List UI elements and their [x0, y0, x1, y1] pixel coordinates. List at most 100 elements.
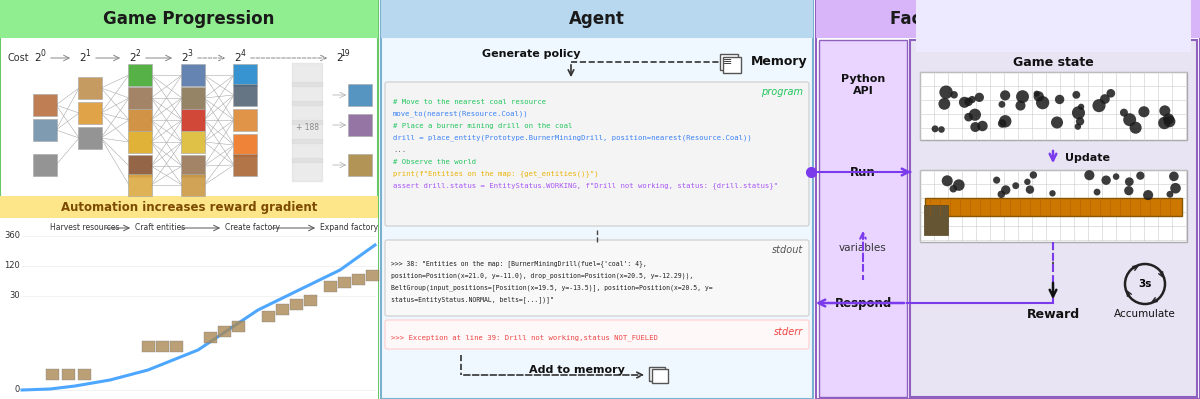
Circle shape	[942, 175, 953, 186]
FancyBboxPatch shape	[128, 64, 152, 86]
Circle shape	[1000, 90, 1010, 101]
Text: 0: 0	[14, 385, 20, 395]
Text: program: program	[761, 87, 803, 97]
Text: 30: 30	[10, 292, 20, 300]
Circle shape	[1092, 99, 1105, 112]
FancyBboxPatch shape	[128, 155, 152, 177]
FancyBboxPatch shape	[652, 369, 668, 383]
Circle shape	[938, 98, 950, 110]
FancyBboxPatch shape	[0, 218, 378, 399]
FancyBboxPatch shape	[181, 155, 205, 177]
FancyBboxPatch shape	[34, 154, 58, 176]
Circle shape	[1169, 172, 1178, 181]
FancyBboxPatch shape	[910, 40, 1198, 397]
Text: position=Position(x=21.0, y=-11.0), drop_position=Position(x=20.5, y=-12.29)),: position=Position(x=21.0, y=-11.0), drop…	[391, 273, 694, 279]
Circle shape	[1163, 113, 1174, 124]
FancyBboxPatch shape	[382, 0, 814, 399]
FancyBboxPatch shape	[78, 369, 90, 379]
Text: ...: ...	[394, 147, 406, 153]
Text: Memory: Memory	[751, 55, 808, 69]
Circle shape	[965, 113, 973, 121]
FancyBboxPatch shape	[181, 174, 205, 196]
Circle shape	[994, 177, 1001, 184]
Circle shape	[1026, 186, 1034, 194]
FancyBboxPatch shape	[262, 310, 275, 322]
Text: print(f"Entities on the map: {get_entities()}"): print(f"Entities on the map: {get_entiti…	[394, 171, 599, 178]
FancyBboxPatch shape	[128, 131, 152, 153]
Text: 2: 2	[181, 53, 188, 63]
Circle shape	[1159, 105, 1170, 117]
FancyBboxPatch shape	[156, 340, 168, 352]
Circle shape	[1136, 172, 1145, 180]
Text: 4: 4	[240, 49, 246, 57]
Text: ⚙: ⚙	[1163, 9, 1181, 29]
FancyBboxPatch shape	[382, 0, 814, 38]
FancyBboxPatch shape	[649, 367, 665, 381]
FancyBboxPatch shape	[233, 109, 257, 131]
Circle shape	[953, 179, 965, 191]
Circle shape	[968, 96, 976, 103]
Text: 2: 2	[235, 53, 241, 63]
Text: Generate policy: Generate policy	[481, 49, 581, 59]
Circle shape	[1166, 191, 1174, 198]
FancyBboxPatch shape	[720, 54, 738, 70]
FancyBboxPatch shape	[233, 154, 257, 176]
FancyBboxPatch shape	[348, 154, 372, 176]
Text: # Place a burner mining drill on the coal: # Place a burner mining drill on the coa…	[394, 123, 572, 129]
Text: stderr: stderr	[774, 327, 803, 337]
Text: Accumulate: Accumulate	[1114, 309, 1176, 319]
Circle shape	[997, 190, 1006, 198]
FancyBboxPatch shape	[181, 131, 205, 153]
FancyBboxPatch shape	[233, 64, 257, 86]
Text: 120: 120	[5, 261, 20, 271]
Text: 2: 2	[136, 49, 140, 57]
Text: drill = place_entity(Prototype.BurnerMiningDrill, position=nearest(Resource.Coal: drill = place_entity(Prototype.BurnerMin…	[394, 135, 751, 141]
Circle shape	[1106, 89, 1115, 98]
FancyBboxPatch shape	[181, 109, 205, 131]
Circle shape	[1124, 186, 1134, 196]
FancyBboxPatch shape	[0, 196, 378, 218]
Circle shape	[974, 93, 984, 102]
Circle shape	[1072, 106, 1085, 119]
FancyBboxPatch shape	[722, 57, 742, 73]
Text: 3: 3	[187, 49, 192, 57]
FancyBboxPatch shape	[233, 134, 257, 156]
Circle shape	[998, 119, 1007, 128]
Circle shape	[1144, 190, 1153, 200]
Circle shape	[1001, 185, 1010, 195]
FancyBboxPatch shape	[385, 240, 809, 316]
Text: Add to memory: Add to memory	[529, 365, 625, 375]
Text: 360: 360	[4, 231, 20, 241]
Circle shape	[938, 126, 944, 133]
Circle shape	[977, 121, 988, 131]
FancyBboxPatch shape	[61, 369, 74, 379]
Circle shape	[949, 185, 958, 193]
FancyBboxPatch shape	[289, 298, 302, 310]
Polygon shape	[292, 139, 322, 162]
Circle shape	[1078, 104, 1085, 110]
Text: assert drill.status = EntityStatus.WORKING, f"Drill not working, status: {drill.: assert drill.status = EntityStatus.WORKI…	[394, 183, 778, 190]
Text: Harvest resources: Harvest resources	[50, 223, 120, 233]
FancyBboxPatch shape	[34, 119, 58, 141]
Text: Agent: Agent	[569, 10, 625, 28]
Circle shape	[1100, 94, 1110, 104]
Circle shape	[1015, 101, 1026, 111]
FancyBboxPatch shape	[78, 127, 102, 149]
FancyBboxPatch shape	[181, 87, 205, 109]
Circle shape	[1075, 123, 1081, 130]
Circle shape	[959, 97, 970, 108]
FancyBboxPatch shape	[324, 280, 336, 292]
Text: >>> 38: "Entities on the map: [BurnerMiningDrill(fuel={'coal': 4},: >>> 38: "Entities on the map: [BurnerMin…	[391, 261, 647, 267]
Text: 1: 1	[85, 49, 90, 57]
FancyBboxPatch shape	[34, 94, 58, 116]
FancyBboxPatch shape	[217, 326, 230, 336]
Text: Create factory: Create factory	[226, 223, 280, 233]
FancyBboxPatch shape	[916, 0, 1190, 52]
Text: 2: 2	[79, 53, 86, 63]
Circle shape	[1112, 173, 1120, 180]
Text: Python
API: Python API	[841, 74, 886, 96]
Circle shape	[1129, 122, 1141, 134]
Circle shape	[931, 125, 938, 132]
Circle shape	[1164, 116, 1176, 127]
Circle shape	[1051, 117, 1063, 128]
